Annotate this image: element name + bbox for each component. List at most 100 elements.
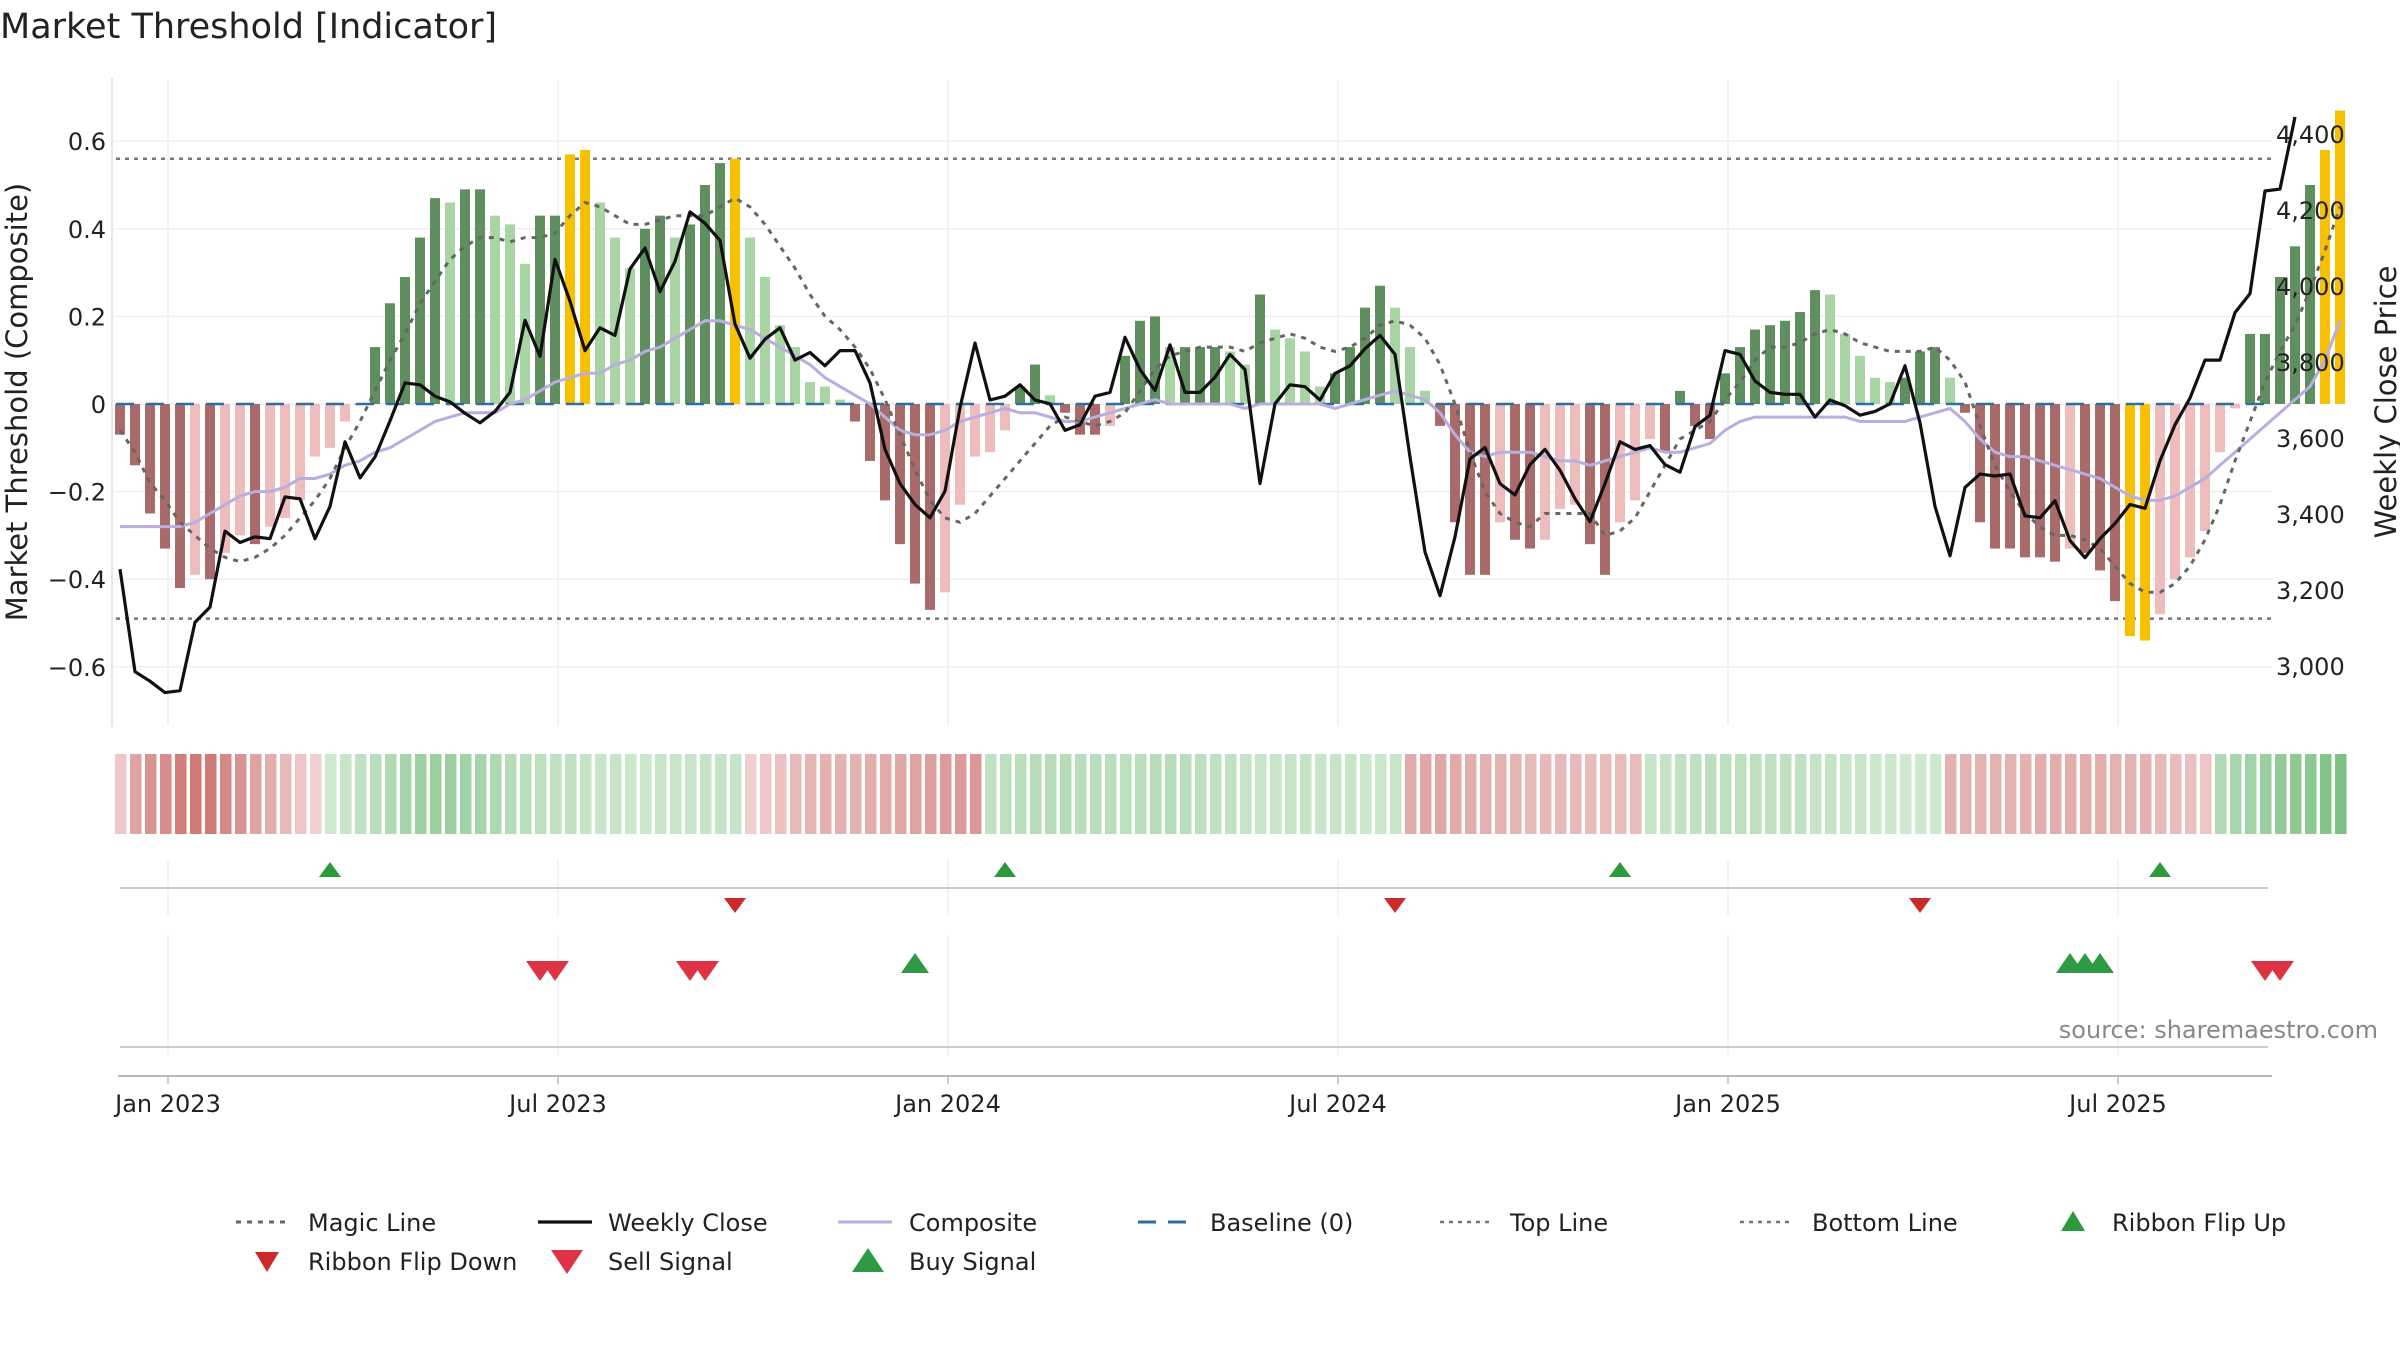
ribbon-cell — [175, 754, 187, 834]
composite-bar — [400, 276, 410, 404]
composite-bar — [370, 347, 380, 404]
composite-bar — [850, 404, 860, 422]
ribbon-strip — [115, 754, 2347, 834]
ribbon-cell — [1090, 754, 1102, 834]
ribbon-cell — [1225, 754, 1237, 834]
ribbon-cell — [1645, 754, 1657, 834]
legend-swatch-flip-up — [2061, 1211, 2085, 1231]
composite-bar — [2035, 404, 2045, 558]
ribbon-cell — [1285, 754, 1297, 834]
composite-bars — [115, 110, 2345, 641]
ribbon-cell — [1240, 754, 1252, 834]
x-axis-ticks: Jan 2023 Jul 2023 Jan 2024 Jul 2024 Jan 2025… — [113, 1076, 2167, 1118]
ribbon-cell — [1840, 754, 1852, 834]
ribbon-cell — [1150, 754, 1162, 834]
composite-bar — [385, 303, 395, 404]
ribbon-cell — [2050, 754, 2062, 834]
ribbon-cell — [850, 754, 862, 834]
ribbon-cell — [490, 754, 502, 834]
ribbon-cell — [1525, 754, 1537, 834]
composite-bar — [235, 404, 245, 536]
legend-label-magic: Magic Line — [308, 1209, 436, 1237]
ribbon-cell — [1855, 754, 1867, 834]
composite-bar — [1180, 347, 1190, 404]
ribbon-cell — [760, 754, 772, 834]
ribbon-cell — [2320, 754, 2332, 834]
legend-item-baseline: Baseline (0) — [1138, 1209, 1353, 1237]
ribbon-cell — [565, 754, 577, 834]
composite-bar — [1000, 404, 1010, 431]
legend-label-flip-up: Ribbon Flip Up — [2112, 1209, 2286, 1237]
composite-bar — [2140, 404, 2150, 641]
left-tick-label: 0 — [91, 391, 106, 419]
ribbon-cell — [445, 754, 457, 834]
legend-label-buy: Buy Signal — [909, 1248, 1036, 1276]
ribbon-cell — [640, 754, 652, 834]
x-tick-label: Jan 2023 — [113, 1090, 221, 1118]
right-tick-label: 3,800 — [2276, 349, 2345, 377]
x-tick-label: Jan 2024 — [893, 1090, 1001, 1118]
composite-bar — [1525, 404, 1535, 549]
composite-bar — [160, 404, 170, 549]
composite-bar — [790, 347, 800, 404]
composite-bar — [1960, 404, 1970, 413]
ribbon-cell — [1390, 754, 1402, 834]
composite-bar — [1660, 404, 1670, 453]
legend-label-bottom: Bottom Line — [1812, 1209, 1958, 1237]
legend-item-flip-down: Ribbon Flip Down — [255, 1248, 517, 1276]
ribbon-cell — [1315, 754, 1327, 834]
ribbon-cell — [2125, 754, 2137, 834]
composite-bar — [1645, 404, 1655, 440]
composite-bar — [175, 404, 185, 588]
ribbon-cell — [865, 754, 877, 834]
ribbon-cell — [1825, 754, 1837, 834]
ribbon-flip-up-marker — [319, 862, 341, 877]
legend-item-flip-up: Ribbon Flip Up — [2061, 1209, 2286, 1237]
composite-bar — [2320, 149, 2330, 404]
ribbon-cell — [1330, 754, 1342, 834]
composite-bar — [910, 404, 920, 584]
signal-gridlines — [167, 935, 2119, 1055]
composite-bar — [1540, 404, 1550, 540]
ribbon-cell — [1000, 754, 1012, 834]
composite-bar — [325, 404, 335, 448]
ribbon-cell — [1450, 754, 1462, 834]
ribbon-cell — [595, 754, 607, 834]
legend-label-sell: Sell Signal — [608, 1248, 733, 1276]
ribbon-cell — [1720, 754, 1732, 834]
composite-bar — [1225, 351, 1235, 404]
ribbon-cell — [715, 754, 727, 834]
composite-bar — [460, 189, 470, 404]
ribbon-flip-down-marker — [1384, 898, 1406, 913]
composite-bar — [670, 237, 680, 404]
left-axis-label: Market Threshold (Composite) — [0, 183, 34, 621]
legend-label-composite: Composite — [909, 1209, 1037, 1237]
ribbon-cell — [430, 754, 442, 834]
ribbon-flip-down-marker — [724, 898, 746, 913]
composite-bar — [1600, 404, 1610, 575]
composite-bar — [505, 224, 515, 404]
composite-bar — [145, 404, 155, 514]
composite-bar — [1675, 390, 1685, 404]
composite-bar — [1615, 404, 1625, 523]
ribbon-cell — [295, 754, 307, 834]
composite-bar — [490, 215, 500, 404]
left-tick-label: −0.2 — [48, 479, 106, 507]
ribbon-cell — [1345, 754, 1357, 834]
ribbon-flip-up-marker — [1609, 862, 1631, 877]
ribbon-cell — [1615, 754, 1627, 834]
ribbon-cell — [2335, 754, 2347, 834]
ribbon-cell — [1375, 754, 1387, 834]
composite-bar — [1720, 373, 1730, 404]
ribbon-cell — [700, 754, 712, 834]
composite-bar — [1330, 373, 1340, 404]
ribbon-cell — [1810, 754, 1822, 834]
composite-bar — [700, 185, 710, 404]
sell-signal-marker — [541, 961, 569, 981]
composite-bar — [1420, 390, 1430, 404]
sell-signal-marker — [691, 961, 719, 981]
composite-bar — [2275, 276, 2285, 404]
right-y-ticks: 4,400 4,200 4,000 3,800 3,600 3,400 3,200 3,000 — [2276, 121, 2345, 681]
ribbon-cell — [1735, 754, 1747, 834]
composite-bar — [715, 163, 725, 404]
